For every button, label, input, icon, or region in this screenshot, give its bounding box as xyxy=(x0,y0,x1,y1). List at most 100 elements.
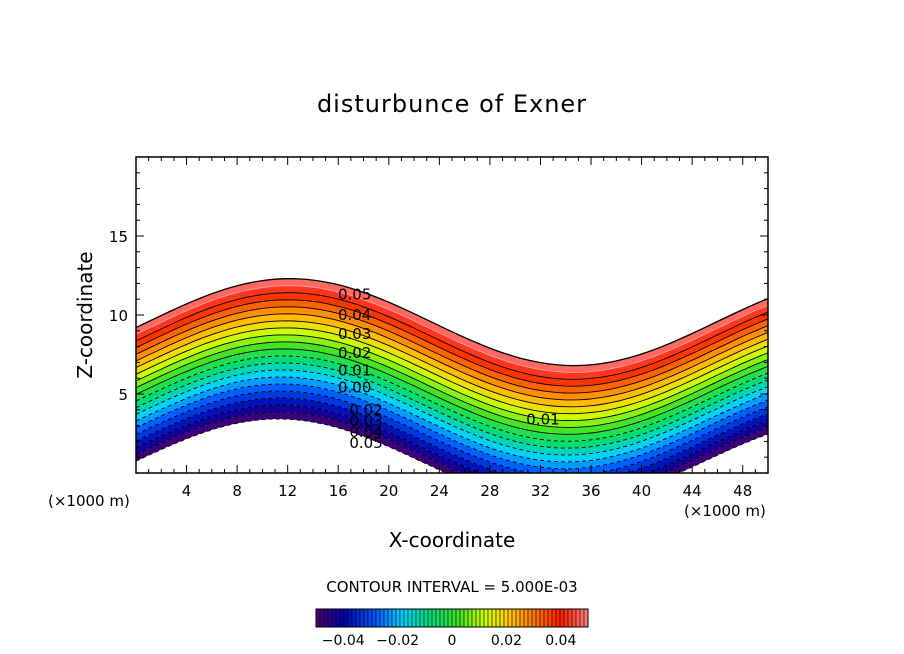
colorbar-segment xyxy=(551,608,557,628)
axis-ticks xyxy=(136,157,768,473)
colorbar-segment xyxy=(547,608,553,628)
y-tick-labels: 5 10 15 xyxy=(109,228,128,404)
colorbar-segment xyxy=(567,608,573,628)
colorbar-segment xyxy=(503,608,509,628)
contour-line xyxy=(136,334,768,422)
contour-line xyxy=(136,362,768,449)
contour-label: 0.02 xyxy=(338,344,371,362)
colorbar-segment xyxy=(335,608,341,628)
colorbar-segment xyxy=(395,608,401,628)
colorbar-segment xyxy=(519,608,525,628)
contour-label: 0.03 xyxy=(338,325,371,343)
colorbar-segment xyxy=(535,608,541,628)
colorbar-tick-label: 0 xyxy=(448,633,457,649)
colorbar-segment xyxy=(531,608,537,628)
contour-line xyxy=(136,369,768,456)
contour-line xyxy=(136,383,768,470)
x-tick-label: 16 xyxy=(329,482,348,500)
y-tick-label: 15 xyxy=(109,228,128,246)
contour-line xyxy=(136,285,768,373)
colorbar-segment xyxy=(399,608,405,628)
colorbar-segment xyxy=(575,608,581,628)
colorbar-segment xyxy=(355,608,361,628)
colorbar-segment xyxy=(455,608,461,628)
contour-label: 0.02 xyxy=(349,401,382,419)
colorbar-tick-label: −0.04 xyxy=(322,633,365,649)
colorbar-segment xyxy=(363,608,369,628)
contour-line xyxy=(136,341,768,428)
contour-label: 0.04 xyxy=(338,306,371,324)
colorbar-frame xyxy=(315,608,589,628)
colorbar-segment xyxy=(483,608,489,628)
colorbar-segment xyxy=(407,608,413,628)
colorbar-segment xyxy=(511,608,517,628)
contour-line xyxy=(136,348,768,435)
contour-line xyxy=(136,376,768,463)
contour-lines xyxy=(136,278,768,473)
colorbar-segment xyxy=(463,608,469,628)
colorbar-segment xyxy=(327,608,333,628)
contour-line xyxy=(136,390,768,473)
contour-line xyxy=(136,299,768,387)
colorbar-segment xyxy=(359,608,365,628)
x-tick-label: 24 xyxy=(430,482,449,500)
colorbar-segment xyxy=(543,608,549,628)
colorbar-segment xyxy=(439,608,445,628)
contour-line xyxy=(136,404,768,473)
contour-label: 0.05 xyxy=(338,285,371,303)
colorbar-segment xyxy=(383,608,389,628)
colorbar-tick-label: 0.04 xyxy=(545,633,576,649)
colorbar-segment xyxy=(471,608,477,628)
colorbar-segment xyxy=(495,608,501,628)
x-unit-label-left: (×1000 m) xyxy=(48,492,130,510)
colorbar-segment xyxy=(559,608,565,628)
contour-line xyxy=(136,320,768,408)
contour-line xyxy=(136,313,768,401)
contour-line xyxy=(136,278,768,367)
colorbar xyxy=(315,608,589,628)
colorbar-segment xyxy=(443,608,449,628)
colorbar-segment xyxy=(431,608,437,628)
x-axis-label: X-coordinate xyxy=(389,528,516,552)
contour-label: 0.05 xyxy=(349,434,382,452)
colorbar-segment xyxy=(515,608,521,628)
contour-interval-text: CONTOUR INTERVAL = 5.000E-03 xyxy=(326,578,577,596)
colorbar-segment xyxy=(459,608,465,628)
colorbar-segment xyxy=(343,608,349,628)
colorbar-segment xyxy=(403,608,409,628)
colorbar-segment xyxy=(415,608,421,628)
colorbar-segment xyxy=(339,608,345,628)
contour-line xyxy=(136,411,768,473)
y-axis-label: Z-coordinate xyxy=(73,251,97,378)
colorbar-segment xyxy=(347,608,353,628)
x-tick-label: 12 xyxy=(278,482,297,500)
colorbar-segment xyxy=(323,608,329,628)
contour-labels: 0.050.040.030.020.010.000.020.030.040.05… xyxy=(338,285,560,452)
colorbar-segment xyxy=(315,608,321,628)
x-tick-label: 48 xyxy=(733,482,752,500)
colorbar-segment xyxy=(479,608,485,628)
colorbar-segment xyxy=(571,608,577,628)
colorbar-segment xyxy=(351,608,357,628)
colorbar-segment xyxy=(451,608,457,628)
colorbar-tick-labels: −0.04 −0.02 0 0.02 0.04 xyxy=(322,633,577,649)
contour-line xyxy=(136,397,768,473)
contour-band xyxy=(136,398,768,473)
contour-line xyxy=(136,327,768,415)
contour-label: 0.01 xyxy=(338,361,371,379)
y-tick-label: 5 xyxy=(118,386,128,404)
colorbar-segment xyxy=(435,608,441,628)
contour-label: 0.00 xyxy=(338,379,371,397)
colorbar-segment xyxy=(411,608,417,628)
x-unit-label-right: (×1000 m) xyxy=(684,502,766,520)
contour-line xyxy=(136,418,768,473)
contour-label: 0.01 xyxy=(526,410,559,428)
contour-line xyxy=(136,306,768,394)
colorbar-segment xyxy=(331,608,337,628)
x-tick-label: 44 xyxy=(683,482,702,500)
colorbar-segment xyxy=(539,608,545,628)
colorbar-segment xyxy=(527,608,533,628)
colorbar-segment xyxy=(319,608,325,628)
contour-line xyxy=(136,292,768,380)
colorbar-segment xyxy=(367,608,373,628)
